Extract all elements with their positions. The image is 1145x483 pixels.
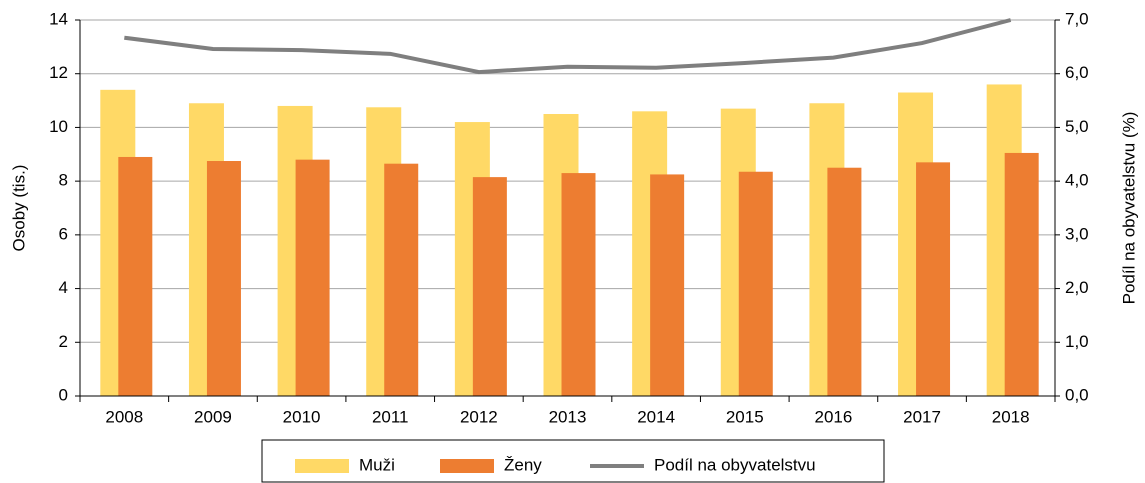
x-tick-label: 2014 (637, 407, 675, 426)
y-tick-label: 4 (59, 278, 68, 297)
y-tick-label: 10 (49, 117, 68, 136)
y-tick-label: 14 (49, 9, 68, 28)
x-tick-label: 2013 (549, 407, 587, 426)
x-tick-label: 2012 (460, 407, 498, 426)
bar (650, 174, 685, 396)
y-tick-label: 8 (59, 171, 68, 190)
x-tick-label: 2018 (992, 407, 1030, 426)
bar (738, 171, 773, 396)
legend-swatch (295, 459, 349, 473)
y2-axis-label: Podíl na obyvatelstvu (%) (1119, 112, 1138, 305)
y2-tick-label: 1,0 (1065, 332, 1089, 351)
y2-tick-label: 4,0 (1065, 171, 1089, 190)
bar (118, 156, 153, 396)
x-tick-label: 2008 (105, 407, 143, 426)
y2-tick-label: 7,0 (1065, 9, 1089, 28)
bar (206, 161, 241, 396)
x-tick-label: 2010 (283, 407, 321, 426)
x-tick-label: 2015 (726, 407, 764, 426)
y2-tick-label: 3,0 (1065, 224, 1089, 243)
legend-label: Muži (359, 455, 395, 474)
legend-swatch (440, 459, 494, 473)
bar (561, 173, 596, 396)
y-tick-label: 12 (49, 63, 68, 82)
y2-tick-label: 5,0 (1065, 117, 1089, 136)
bar (916, 162, 951, 396)
bar (384, 163, 419, 396)
legend-label: Ženy (504, 455, 542, 474)
y-axis-label: Osoby (tis.) (9, 165, 28, 252)
x-tick-label: 2009 (194, 407, 232, 426)
y2-tick-label: 6,0 (1065, 63, 1089, 82)
legend-box (261, 439, 885, 483)
bar (1004, 152, 1039, 396)
y2-tick-label: 0,0 (1065, 385, 1089, 404)
y2-tick-label: 2,0 (1065, 278, 1089, 297)
bar (295, 159, 330, 396)
y-tick-label: 2 (59, 332, 68, 351)
bar (827, 167, 862, 396)
bar (472, 177, 507, 396)
y-tick-label: 0 (59, 385, 68, 404)
legend-label: Podíl na obyvatelstvu (654, 455, 816, 474)
y-tick-label: 6 (59, 224, 68, 243)
line-series (124, 18, 1012, 75)
x-tick-label: 2016 (814, 407, 852, 426)
x-tick-label: 2011 (372, 407, 409, 426)
x-tick-label: 2017 (903, 407, 941, 426)
